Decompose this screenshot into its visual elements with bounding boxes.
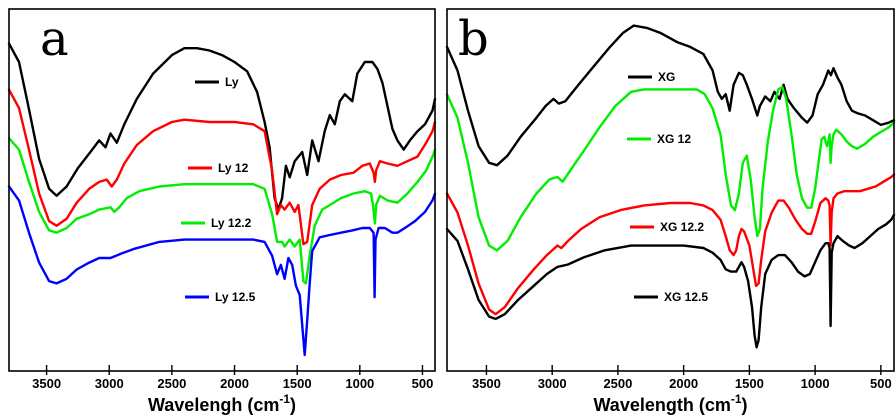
legend-label: XG 12.5: [664, 290, 708, 304]
x-tick-label: 2000: [220, 376, 249, 391]
x-tick-label: 3000: [538, 376, 567, 391]
panel-letter: a: [40, 11, 69, 67]
series-line-ly-12: [7, 88, 437, 246]
x-tick-label: 1000: [801, 376, 830, 391]
x-tick-label: 500: [870, 376, 892, 391]
legend-label: XG 12.2: [660, 220, 704, 234]
legend-label: Ly: [225, 75, 239, 89]
panel-a: 3500 3000 2500 2000 1500 1000 500 Wavelengh (cm…: [7, 8, 437, 415]
legend-label: XG 12: [657, 132, 691, 146]
x-axis-label: Wavelengh (cm-1): [148, 392, 296, 415]
x-tick-label: 3500: [472, 376, 501, 391]
x-tick-label: 1500: [283, 376, 312, 391]
series-line-xg-12-2: [445, 173, 896, 316]
plot-frame: [446, 8, 895, 372]
x-axis-label: Wavelength (cm-1): [593, 392, 747, 415]
x-tick-label: 2000: [669, 376, 698, 391]
x-tick-label: 3500: [32, 376, 61, 391]
x-tick-label: 500: [412, 376, 434, 391]
series-line-ly: [7, 42, 437, 211]
plot-frame: [8, 8, 436, 372]
x-tick-label: 2500: [157, 376, 186, 391]
panel-letter: b: [458, 11, 489, 67]
series-line-ly-12-5: [7, 185, 437, 357]
legend-label: XG: [658, 70, 675, 84]
x-tick-label: 1000: [345, 376, 374, 391]
legend-label: Ly 12.5: [215, 290, 256, 304]
legend-label: Ly 12.2: [211, 216, 252, 230]
series-line-xg: [445, 24, 896, 167]
series-line-xg-12-5: [445, 213, 896, 349]
series-line-xg-12: [445, 85, 896, 252]
panel-b: 3500 3000 2500 2000 1500 1000 500 Wavelength (c…: [445, 8, 896, 415]
series-line-ly-12-2: [7, 136, 437, 285]
legend-label: Ly 12: [218, 161, 249, 175]
x-tick-label: 2500: [603, 376, 632, 391]
x-tick-label: 3000: [95, 376, 124, 391]
x-tick-label: 1500: [735, 376, 764, 391]
